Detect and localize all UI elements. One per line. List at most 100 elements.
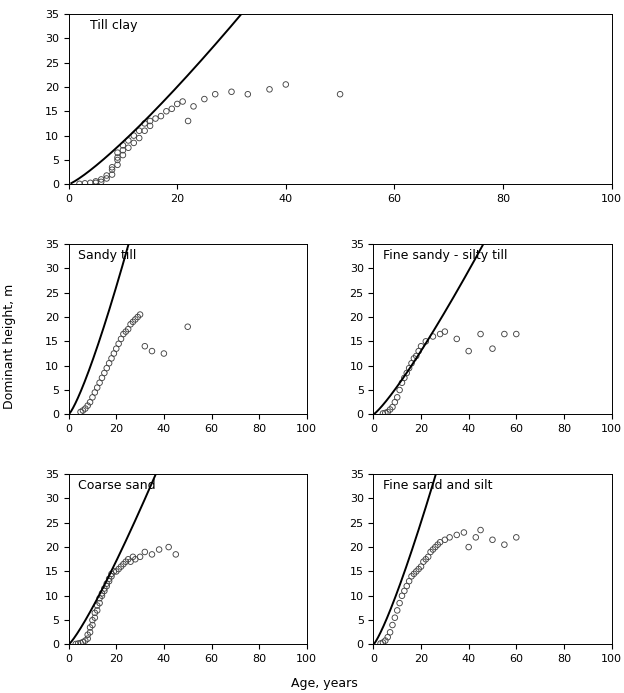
Point bbox=[464, 541, 474, 552]
Text: Dominant height, m: Dominant height, m bbox=[3, 284, 16, 409]
Text: Fine sandy - silty till: Fine sandy - silty till bbox=[383, 249, 507, 262]
Point bbox=[119, 328, 129, 340]
Point bbox=[118, 145, 128, 156]
Point bbox=[90, 177, 100, 188]
Point bbox=[409, 353, 419, 364]
Point bbox=[210, 89, 220, 100]
Point bbox=[85, 177, 95, 188]
Point bbox=[459, 527, 469, 538]
Point bbox=[432, 539, 442, 550]
Point bbox=[104, 576, 114, 587]
Point bbox=[119, 559, 129, 570]
Point bbox=[87, 615, 97, 626]
Point bbox=[475, 328, 485, 340]
Point bbox=[499, 539, 509, 550]
Point bbox=[411, 566, 421, 577]
Point bbox=[73, 638, 83, 649]
Point bbox=[102, 578, 112, 589]
Point bbox=[147, 549, 157, 560]
Point bbox=[107, 353, 117, 364]
Point bbox=[171, 549, 181, 560]
Point bbox=[511, 328, 521, 340]
Point bbox=[376, 638, 386, 649]
Point bbox=[128, 552, 138, 563]
Point bbox=[95, 593, 105, 604]
Point bbox=[112, 155, 122, 166]
Point bbox=[83, 633, 93, 644]
Point bbox=[399, 586, 409, 597]
Point bbox=[156, 111, 166, 122]
Point bbox=[123, 554, 133, 565]
Point bbox=[87, 392, 97, 403]
Point bbox=[140, 341, 150, 352]
Point bbox=[159, 348, 169, 359]
Point bbox=[107, 571, 117, 582]
Point bbox=[390, 396, 400, 407]
Point bbox=[130, 314, 140, 325]
Point bbox=[140, 118, 150, 129]
Point bbox=[96, 174, 106, 185]
Point bbox=[426, 546, 436, 557]
Point bbox=[90, 387, 100, 398]
Point bbox=[121, 326, 131, 337]
Point bbox=[414, 563, 424, 574]
Point bbox=[109, 348, 119, 359]
Point bbox=[135, 552, 145, 563]
Point bbox=[99, 583, 109, 594]
Point bbox=[111, 566, 121, 577]
Point bbox=[383, 631, 392, 642]
Point bbox=[452, 529, 462, 541]
Point bbox=[335, 89, 345, 100]
Point bbox=[421, 554, 431, 565]
Point bbox=[183, 116, 193, 127]
Point bbox=[414, 346, 424, 357]
Point bbox=[388, 620, 397, 631]
Point bbox=[470, 532, 480, 543]
Point bbox=[83, 400, 93, 411]
Point bbox=[140, 546, 150, 557]
Point bbox=[154, 544, 164, 555]
Point bbox=[452, 333, 462, 344]
Point bbox=[112, 152, 122, 163]
Point bbox=[102, 170, 112, 181]
Point bbox=[125, 556, 135, 568]
Text: Coarse sand: Coarse sand bbox=[78, 479, 156, 492]
Point bbox=[97, 588, 107, 599]
Point bbox=[134, 125, 144, 137]
Point bbox=[102, 581, 112, 592]
Point bbox=[118, 140, 128, 151]
Point bbox=[428, 331, 438, 342]
Point bbox=[83, 629, 93, 640]
Point bbox=[134, 132, 144, 143]
Point bbox=[114, 338, 124, 349]
Text: Age, years: Age, years bbox=[291, 676, 358, 690]
Point bbox=[121, 556, 131, 568]
Point bbox=[102, 362, 112, 374]
Point bbox=[76, 638, 85, 649]
Point bbox=[129, 130, 139, 141]
Point bbox=[92, 382, 102, 393]
Point bbox=[487, 343, 497, 354]
Point bbox=[402, 581, 412, 592]
Point bbox=[487, 534, 497, 545]
Point bbox=[428, 544, 438, 555]
Point bbox=[440, 534, 450, 545]
Point bbox=[102, 173, 112, 184]
Point bbox=[445, 532, 455, 543]
Point bbox=[90, 612, 100, 623]
Point bbox=[411, 351, 421, 362]
Point bbox=[381, 407, 391, 419]
Point bbox=[378, 408, 388, 419]
Point bbox=[163, 541, 173, 552]
Point bbox=[404, 362, 414, 374]
Point bbox=[90, 607, 100, 618]
Point bbox=[150, 113, 160, 124]
Point bbox=[397, 377, 407, 388]
Point bbox=[416, 561, 426, 572]
Point bbox=[419, 556, 429, 568]
Point bbox=[392, 392, 402, 403]
Point bbox=[112, 159, 122, 170]
Point bbox=[107, 164, 117, 175]
Point bbox=[124, 142, 134, 153]
Text: Till clay: Till clay bbox=[90, 19, 138, 32]
